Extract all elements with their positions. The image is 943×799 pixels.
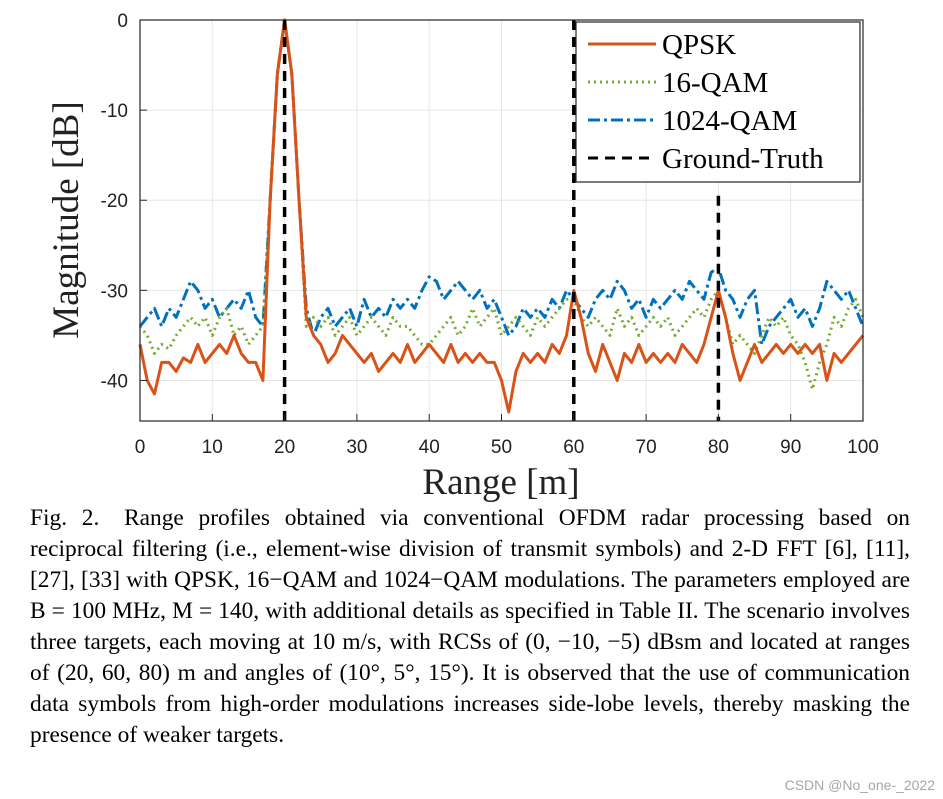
- series-line-1024qam: [138, 18, 865, 346]
- range-profile-figure: 0 10 20 30 40 50 60 70 80 90 100 0 -10 -20 -30 -40 Rang…: [46, 11, 879, 503]
- legend-label-ground-truth: Ground-Truth: [662, 143, 824, 175]
- series-line-16qam: [138, 18, 865, 391]
- x-tick-label: 10: [202, 437, 223, 458]
- y-axis-label: Magnitude [dB]: [46, 101, 87, 338]
- y-tick-label: -20: [101, 191, 128, 212]
- x-tick-label: 40: [419, 437, 440, 458]
- range-profile-chart: 0 10 20 30 40 50 60 70 80 90 100 0 -10 -20 -30 -40 Rang…: [46, 11, 879, 503]
- legend-label-1024qam: 1024-QAM: [662, 105, 797, 137]
- legend-box: [575, 21, 861, 183]
- x-tick-label: 50: [491, 437, 512, 458]
- figure-caption: Fig. 2. Range profiles obtained via conv…: [30, 503, 910, 751]
- series-line-qpsk: [138, 18, 865, 414]
- x-tick-label: 30: [346, 437, 367, 458]
- x-tick-label: 90: [780, 437, 801, 458]
- y-tick-label: -30: [101, 281, 128, 302]
- ground-truth-group: [282, 20, 721, 421]
- x-tick-label: 100: [847, 437, 879, 458]
- ticks: 0 10 20 30 40 50 60 70 80 90 100 0 -10 -20 -30 -40: [101, 11, 879, 458]
- x-tick-label: 70: [636, 437, 657, 458]
- y-tick-label: -10: [101, 101, 128, 122]
- caption-text: Range profiles obtained via conventional…: [30, 505, 910, 748]
- x-tick-label: 80: [708, 437, 729, 458]
- y-tick-label: 0: [117, 11, 128, 32]
- x-axis-label: Range [m]: [422, 462, 579, 503]
- legend-label-qpsk: QPSK: [662, 29, 736, 61]
- caption-label: Fig. 2.: [30, 505, 100, 531]
- legend-label-16qam: 16-QAM: [662, 67, 768, 99]
- x-tick-label: 0: [135, 437, 146, 458]
- y-tick-label: -40: [101, 371, 128, 392]
- csdn-watermark: CSDN @No_one-_2022: [784, 777, 935, 793]
- x-tick-label: 60: [563, 437, 584, 458]
- x-tick-label: 20: [274, 437, 295, 458]
- legend: QPSK 16-QAM 1024-QAM Ground-Truth: [575, 21, 861, 183]
- series-group: [138, 18, 865, 414]
